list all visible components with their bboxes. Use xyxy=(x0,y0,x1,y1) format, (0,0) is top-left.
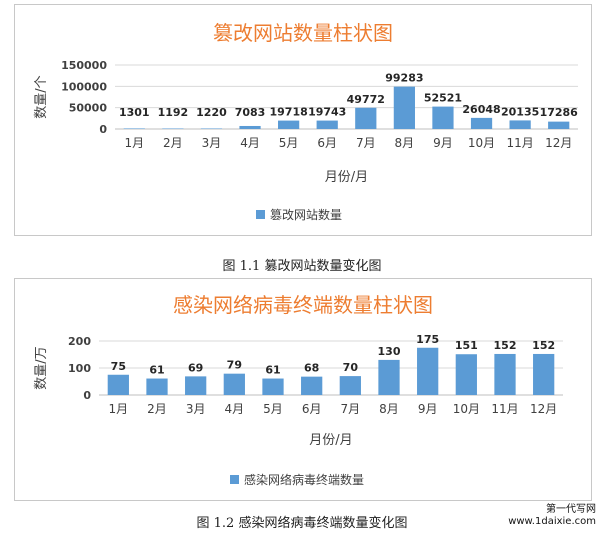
data-label: 151 xyxy=(455,339,478,352)
x-tick-label: 4月 xyxy=(225,402,245,416)
x-tick-label: 6月 xyxy=(317,136,337,150)
bar xyxy=(533,353,555,395)
y-tick-label: 0 xyxy=(83,389,91,402)
data-label: 19718 xyxy=(269,106,307,119)
bar xyxy=(455,354,477,395)
bar xyxy=(107,374,129,395)
x-tick-label: 2月 xyxy=(147,402,167,416)
x-tick-label: 5月 xyxy=(263,402,283,416)
data-label: 152 xyxy=(494,339,517,352)
bar xyxy=(200,128,223,129)
x-tick-label: 1月 xyxy=(109,402,129,416)
bar xyxy=(494,353,516,395)
y-axis-label: 数量/个 xyxy=(34,75,49,118)
bar xyxy=(378,359,400,395)
x-axis-label: 月份/月 xyxy=(325,170,368,185)
bar xyxy=(162,128,184,129)
bar xyxy=(278,120,300,129)
legend-label: 感染网络病毒终端数量 xyxy=(244,472,364,487)
data-label: 49772 xyxy=(347,93,385,106)
infected-terminals-chart: 感染网络病毒终端数量柱状图 0 100 200 数量/万 75 1月 61 2月 69 3月 79 4月… xyxy=(14,278,592,501)
bar xyxy=(223,373,245,395)
data-label: 69 xyxy=(188,361,203,374)
bar xyxy=(509,120,531,129)
x-axis-label: 月份/月 xyxy=(309,433,352,448)
data-label: 75 xyxy=(111,360,126,373)
data-label: 175 xyxy=(416,333,439,346)
y-tick-label: 200 xyxy=(68,335,91,348)
x-tick-label: 10月 xyxy=(453,402,480,416)
bar xyxy=(470,117,493,129)
data-label: 26048 xyxy=(462,103,500,116)
x-tick-label: 9月 xyxy=(433,136,453,150)
legend-label: 篡改网站数量 xyxy=(270,207,342,222)
x-tick-label: 5月 xyxy=(279,136,299,150)
bar xyxy=(339,376,361,395)
bar xyxy=(355,107,377,129)
y-axis-label: 数量/万 xyxy=(34,346,49,389)
y-tick-label: 100000 xyxy=(61,80,107,93)
x-tick-label: 12月 xyxy=(530,402,557,416)
x-tick-label: 8月 xyxy=(379,402,399,416)
bar xyxy=(316,120,338,129)
chart-title: 篡改网站数量柱状图 xyxy=(213,21,393,45)
figure-2-caption: 图 1.2 感染网络病毒终端数量变化图 xyxy=(196,516,408,531)
chart-title: 感染网络病毒终端数量柱状图 xyxy=(173,293,433,317)
data-label: 130 xyxy=(378,345,401,358)
y-tick-label: 100 xyxy=(68,362,91,375)
x-tick-label: 10月 xyxy=(468,136,495,150)
data-label: 61 xyxy=(149,364,164,377)
x-tick-label: 3月 xyxy=(202,136,222,150)
data-label: 20135 xyxy=(501,105,539,118)
x-tick-label: 7月 xyxy=(356,136,376,150)
bar xyxy=(123,128,145,129)
data-label: 1192 xyxy=(158,106,189,119)
x-tick-label: 3月 xyxy=(186,402,206,416)
y-tick-label: 150000 xyxy=(61,59,107,72)
tampered-websites-chart-svg: 篡改网站数量柱状图 0 50000 100000 150000 数量/个 1301 1月 119… xyxy=(34,21,579,222)
bar xyxy=(262,378,284,395)
data-label: 1220 xyxy=(196,106,227,119)
bar xyxy=(301,376,323,395)
data-label: 68 xyxy=(304,362,319,375)
x-tick-label: 11月 xyxy=(491,402,518,416)
x-tick-label: 4月 xyxy=(240,136,260,150)
watermark-title: 第一代写网 xyxy=(546,504,596,515)
data-label: 79 xyxy=(227,359,242,372)
data-label: 1301 xyxy=(119,106,150,119)
x-tick-label: 2月 xyxy=(163,136,183,150)
bar xyxy=(146,378,168,395)
watermark: 第一代写网 www.1daixie.com xyxy=(508,504,596,528)
bar xyxy=(185,376,207,395)
tampered-websites-chart: 篡改网站数量柱状图 0 50000 100000 150000 数量/个 1301 1月 119… xyxy=(14,4,592,236)
legend-swatch xyxy=(256,210,265,219)
bar xyxy=(432,106,454,129)
data-label: 70 xyxy=(343,361,359,374)
y-tick-label: 50000 xyxy=(69,102,108,115)
data-label: 7083 xyxy=(235,106,266,119)
x-tick-label: 11月 xyxy=(506,136,533,150)
watermark-url: www.1daixie.com xyxy=(508,516,596,527)
bar xyxy=(548,121,570,129)
bar xyxy=(417,347,439,395)
x-tick-label: 1月 xyxy=(124,136,144,150)
data-label: 61 xyxy=(265,364,280,377)
x-tick-label: 6月 xyxy=(302,402,322,416)
legend-swatch xyxy=(230,475,239,484)
x-tick-label: 8月 xyxy=(395,136,415,150)
bar xyxy=(239,125,261,129)
x-tick-label: 7月 xyxy=(341,402,361,416)
data-label: 17286 xyxy=(540,106,579,119)
infected-terminals-chart-svg: 感染网络病毒终端数量柱状图 0 100 200 数量/万 75 1月 61 2月 69 3月 79 4月… xyxy=(34,293,563,487)
data-label: 19743 xyxy=(308,106,346,119)
data-label: 152 xyxy=(532,339,555,352)
data-label: 99283 xyxy=(385,72,423,85)
x-tick-label: 12月 xyxy=(545,136,572,150)
x-tick-label: 9月 xyxy=(418,402,438,416)
bar xyxy=(393,86,415,129)
figure-1-caption: 图 1.1 篡改网站数量变化图 xyxy=(222,259,382,274)
y-tick-label: 0 xyxy=(99,123,107,136)
data-label: 52521 xyxy=(424,92,462,105)
